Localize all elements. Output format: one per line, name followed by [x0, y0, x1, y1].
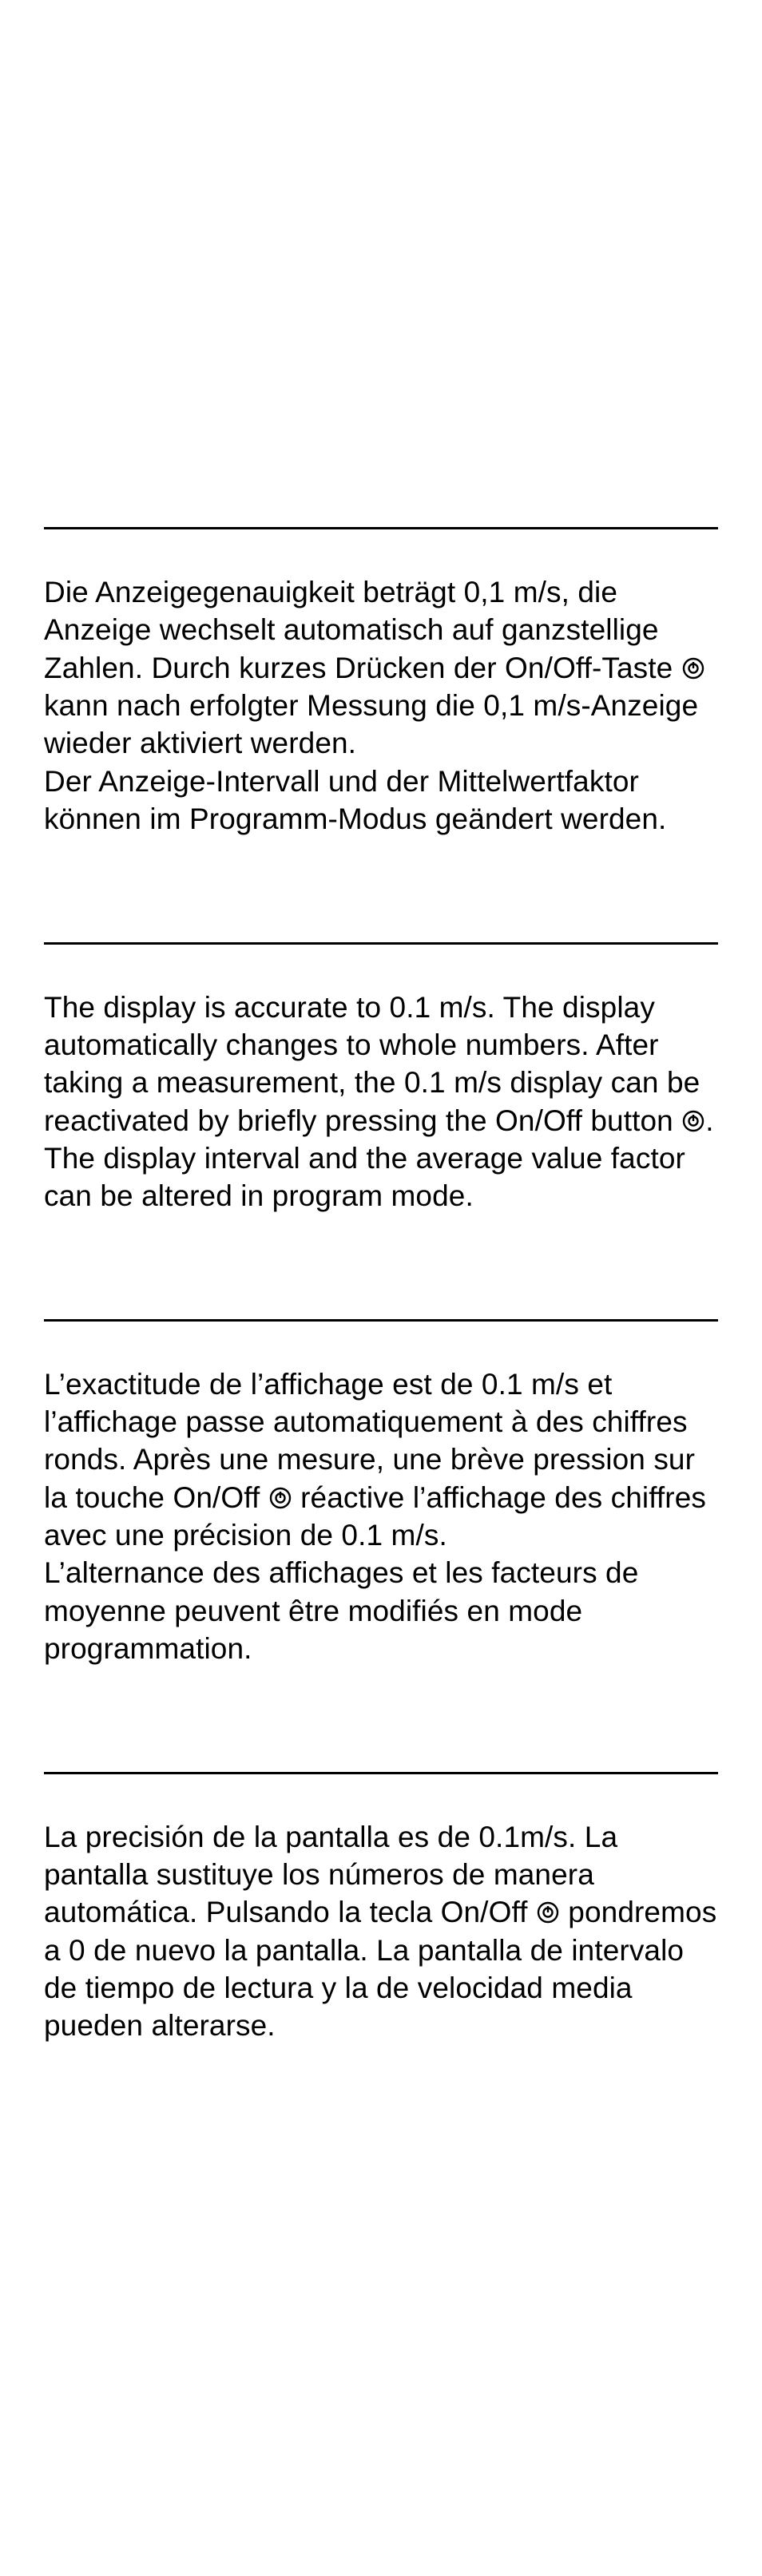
- paragraph: Der Anzeige-Intervall und der Mittelwert…: [44, 763, 718, 838]
- paragraph: L’alternance des affichages et les facte…: [44, 1554, 718, 1667]
- section-fr: L’exactitude de l’affichage est de 0.1 m…: [44, 1319, 718, 1772]
- paragraph: The display is accurate to 0.1 m/s. The …: [44, 989, 718, 1139]
- power-icon: [269, 1487, 292, 1509]
- manual-text-content: Die Anzeigegenauigkeit beträgt 0,1 m/s, …: [44, 527, 718, 2149]
- power-icon: [682, 1110, 704, 1132]
- section-es: La precisión de la pantalla es de 0.1m/s…: [44, 1772, 718, 2149]
- text-fragment: Die Anzeigegenauigkeit beträgt 0,1 m/s, …: [44, 576, 681, 684]
- text-fragment: .: [705, 1104, 713, 1137]
- paragraph: The display interval and the average val…: [44, 1139, 718, 1215]
- section-de: Die Anzeigegenauigkeit beträgt 0,1 m/s, …: [44, 527, 718, 942]
- text-fragment: The display is accurate to 0.1 m/s. The …: [44, 991, 700, 1137]
- power-icon: [537, 1901, 559, 1924]
- paragraph: L’exactitude de l’affichage est de 0.1 m…: [44, 1365, 718, 1555]
- paragraph: Die Anzeigegenauigkeit beträgt 0,1 m/s, …: [44, 573, 718, 763]
- paragraph: La precisión de la pantalla es de 0.1m/s…: [44, 1818, 718, 2045]
- text-fragment: La precisión de la pantalla es de 0.1m/s…: [44, 1821, 617, 1929]
- section-en: The display is accurate to 0.1 m/s. The …: [44, 942, 718, 1319]
- text-fragment: kann nach erfolgter Messung die 0,1 m/s-…: [44, 689, 698, 759]
- power-icon: [682, 657, 704, 680]
